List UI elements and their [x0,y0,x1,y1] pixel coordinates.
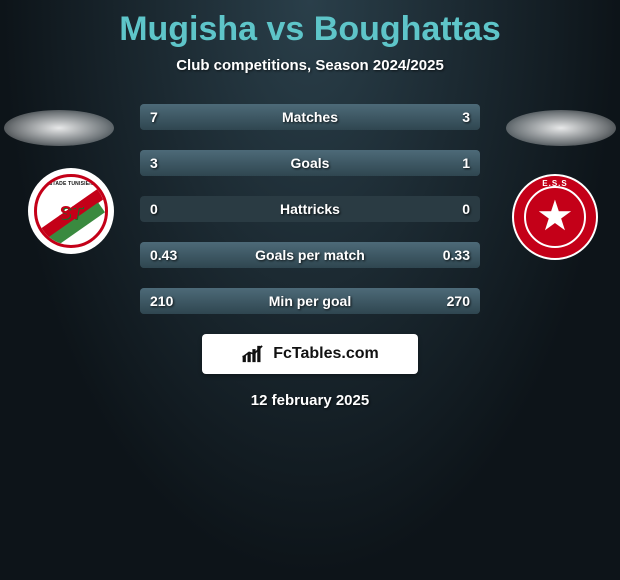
stat-value-right: 0 [462,196,470,222]
stat-label: Hattricks [140,196,480,222]
stat-value-right: 270 [447,288,470,314]
stat-row: 0.43Goals per match0.33 [140,242,480,268]
stat-value-right: 0.33 [443,242,470,268]
stat-row: 7Matches3 [140,104,480,130]
footer-date: 12 february 2025 [0,392,620,409]
stat-label: Matches [140,104,480,130]
team-badge-left-label: ST [59,203,82,224]
stat-row: 210Min per goal270 [140,288,480,314]
stat-label: Min per goal [140,288,480,314]
stat-label: Goals [140,150,480,176]
team-badge-left: STADE TUNISIEN ST [28,168,114,254]
team-badge-right: E.S.S ★ [512,174,598,260]
stat-value-right: 3 [462,104,470,130]
page-title: Mugisha vs Boughattas [0,0,620,49]
stat-row: 0Hattricks0 [140,196,480,222]
brand-box[interactable]: FcTables.com [202,334,418,374]
stat-value-right: 1 [462,150,470,176]
shadow-ellipse-right [506,110,616,146]
stats-bars: 7Matches33Goals10Hattricks00.43Goals per… [140,104,480,314]
stat-row: 3Goals1 [140,150,480,176]
comparison-panel: STADE TUNISIEN ST E.S.S ★ 7Matches33Goal… [0,104,620,409]
shadow-ellipse-left [4,110,114,146]
star-icon: ★ [536,195,574,237]
stat-label: Goals per match [140,242,480,268]
chart-icon [241,344,267,364]
subtitle: Club competitions, Season 2024/2025 [0,57,620,74]
brand-text: FcTables.com [273,345,379,363]
